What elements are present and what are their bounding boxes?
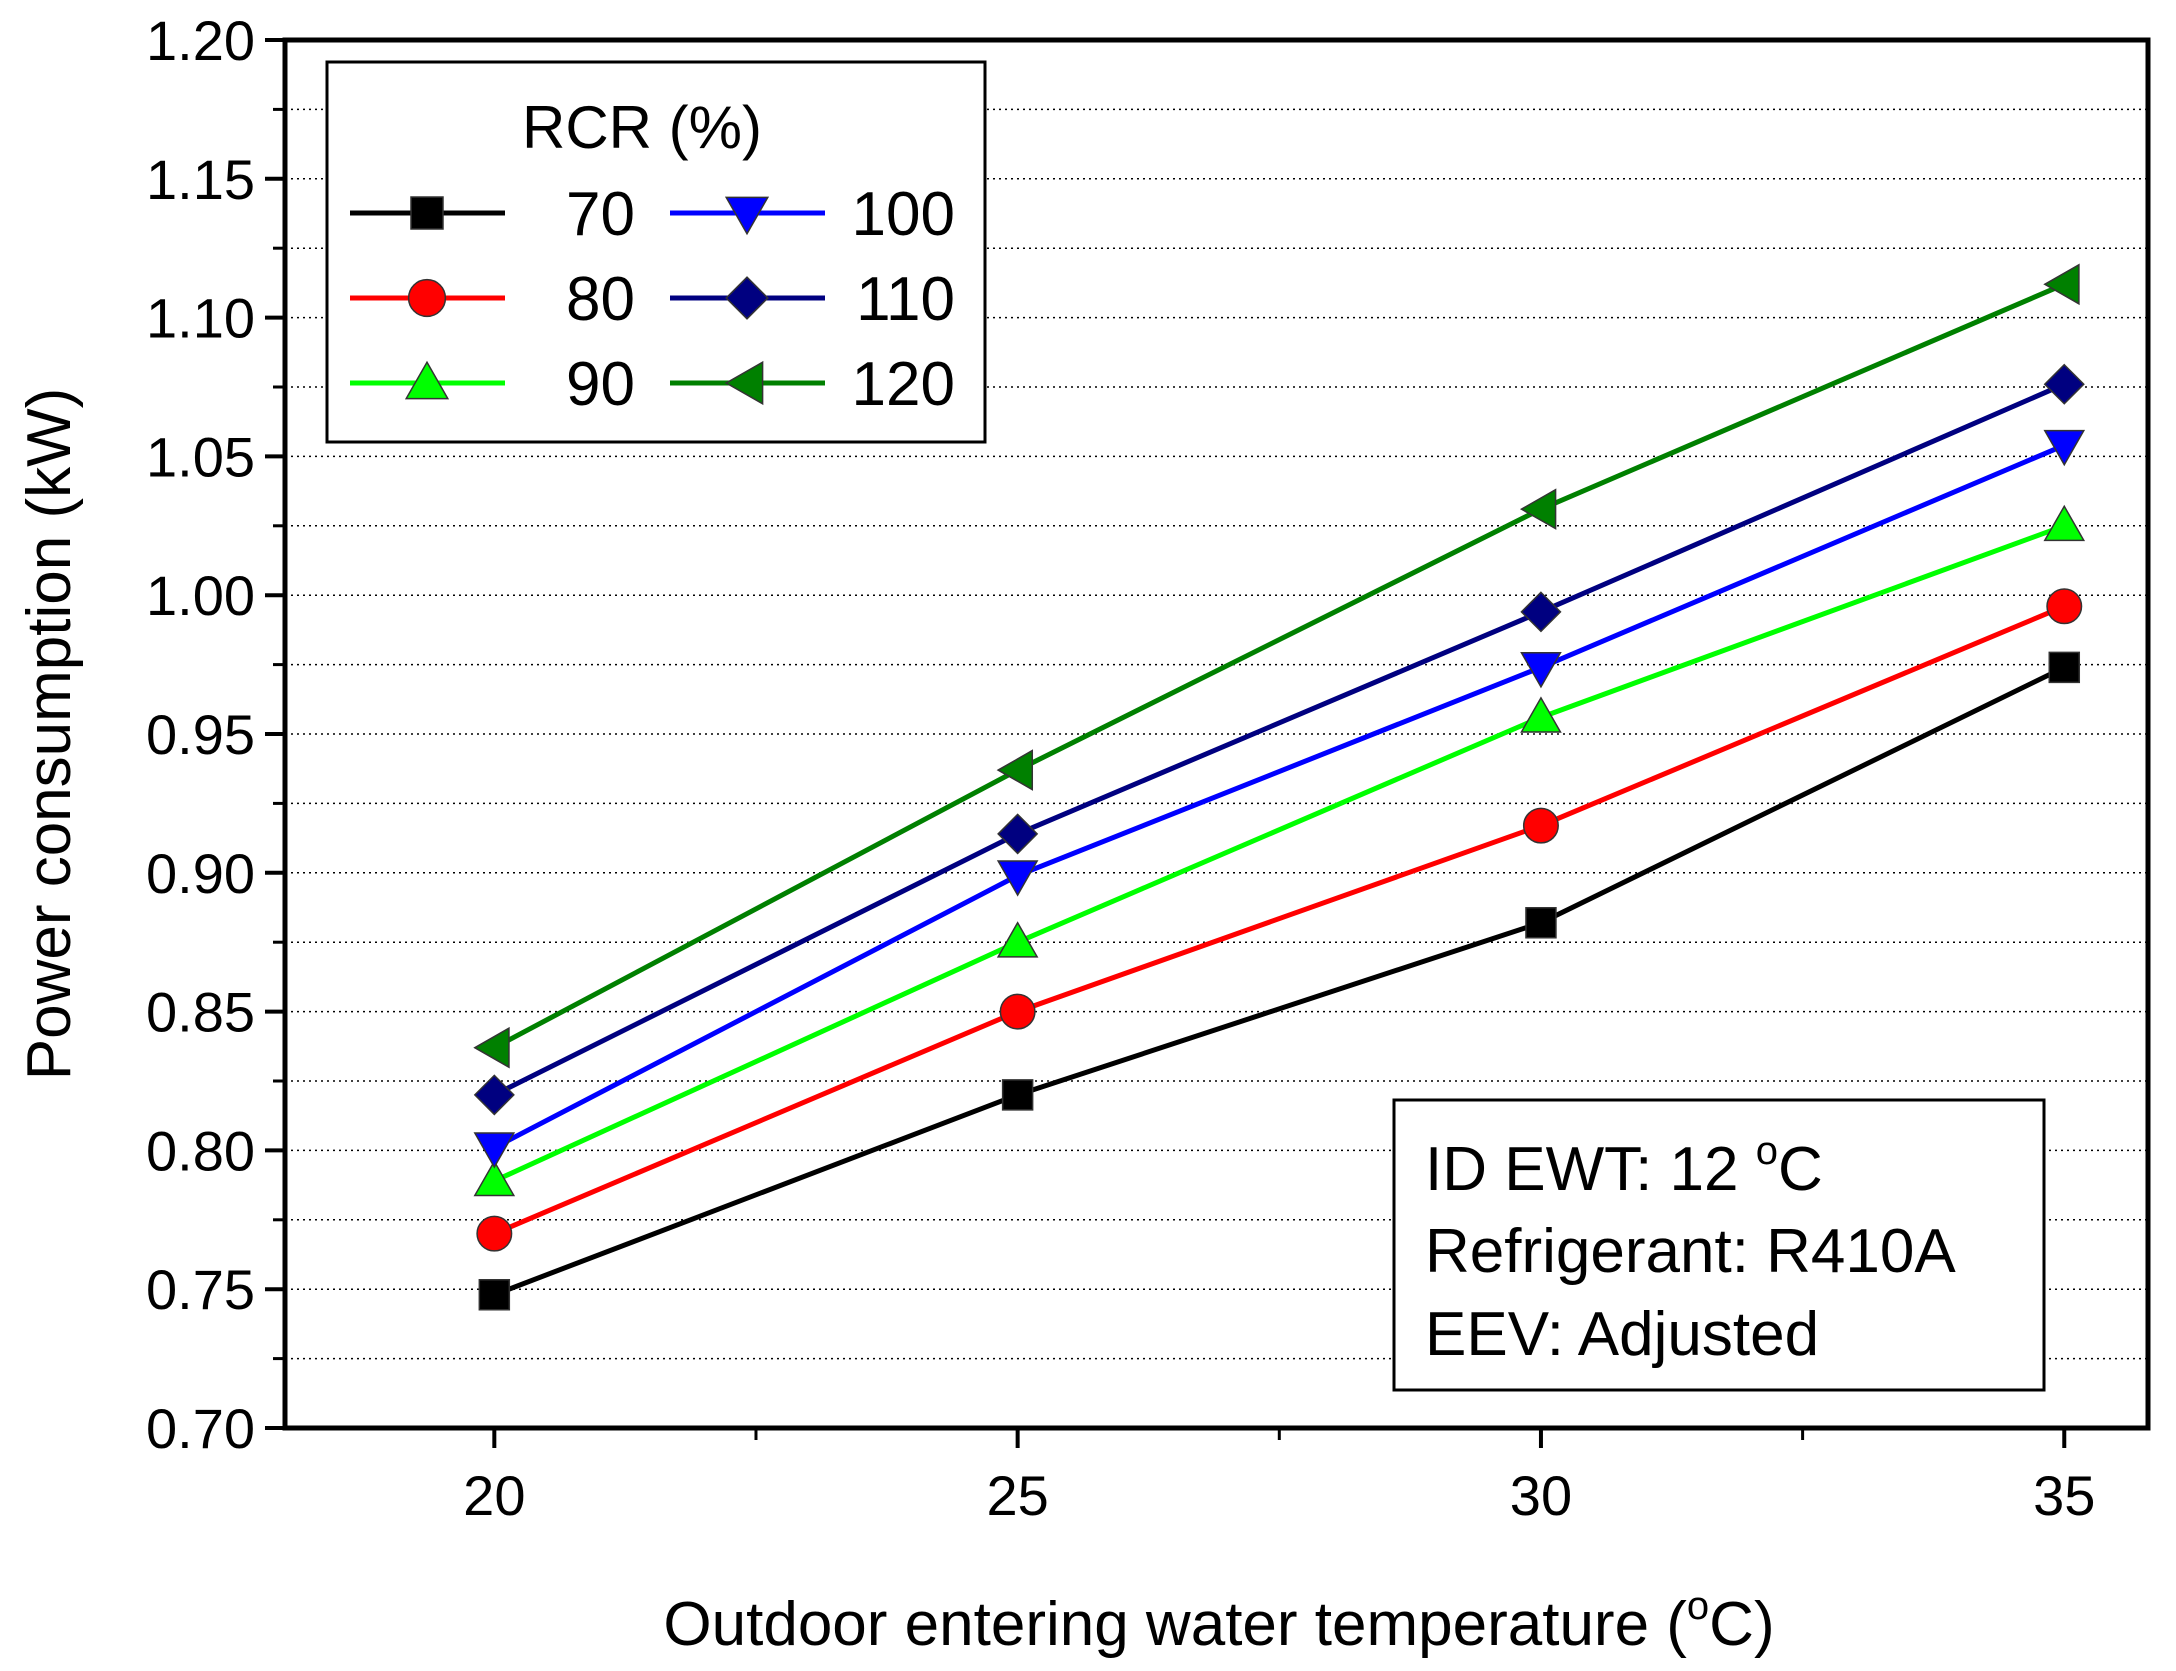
data-point-rcr-70 [1525,907,1557,939]
data-point-rcr-100 [2043,429,2086,467]
y-tick-label: 0.80 [146,1119,255,1182]
y-tick-label: 0.85 [146,981,255,1044]
annotation-ewt-unit: C [1778,1135,1823,1204]
data-point-rcr-100 [473,1132,516,1169]
legend-label-rcr-70: 70 [566,180,635,249]
series-line-rcr-80 [493,603,2066,1236]
annotation-ewt: ID EWT: 12 oC [1425,1129,1823,1204]
data-point-rcr-110 [997,813,1039,855]
legend-marker-rcr-110 [725,276,769,320]
conditions-annotation: ID EWT: 12 oC Refrigerant: R410A EEV: Ad… [1392,1098,2046,1392]
x-tick-label: 25 [986,1464,1048,1527]
data-point-rcr-80 [476,1215,513,1252]
y-tick-label: 1.00 [146,564,255,627]
series-lines [493,281,2066,1298]
x-tick-label: 20 [463,1464,525,1527]
data-point-rcr-80 [1522,807,1559,844]
data-point-rcr-120 [2043,263,2080,306]
y-tick-label: 1.20 [146,9,255,72]
data-point-rcr-70 [2048,651,2081,684]
x-axis-title: Outdoor entering water temperature (oC) [663,1584,1774,1659]
y-tick-label: 1.10 [146,287,255,350]
legend-entries: 70 80 90 100 110 120 [350,180,955,419]
annotation-ewt-degree: o [1756,1129,1778,1173]
data-point-rcr-110 [2043,363,2085,405]
annotation-ewt-prefix: ID EWT: 12 [1425,1135,1756,1204]
series-line-rcr-70 [493,665,2066,1298]
x-axis-title-main: Outdoor entering water temperature ( [663,1590,1687,1659]
data-point-rcr-120 [996,749,1034,791]
data-point-rcr-90 [1520,696,1562,733]
legend-marker-rcr-80 [407,278,447,318]
y-tick-label: 1.15 [146,148,255,211]
series-markers [473,263,2086,1311]
y-tick-label: 0.95 [146,703,255,766]
series-line-rcr-100 [493,442,2066,1150]
series-line-rcr-110 [493,381,2066,1098]
legend-label-rcr-120: 120 [852,350,955,419]
legend-marker-rcr-70 [410,196,444,230]
data-point-rcr-110 [1520,591,1562,633]
legend-marker-rcr-90 [404,360,450,400]
y-tick-label: 0.90 [146,842,255,905]
legend-marker-rcr-100 [724,196,770,236]
x-tick-label: 35 [2033,1464,2095,1527]
legend-label-rcr-90: 90 [566,350,635,419]
legend-marker-rcr-120 [724,360,764,406]
data-point-rcr-120 [1519,488,1557,530]
annotation-box [1392,1098,2046,1392]
legend: RCR (%) 70 80 90 100 110 120 [325,60,987,444]
data-point-rcr-90 [996,921,1039,958]
annotation-eev: EEV: Adjusted [1425,1300,1819,1369]
data-point-rcr-80 [999,993,1036,1030]
series-line-rcr-90 [493,523,2066,1184]
x-axis-title-degree: o [1687,1584,1709,1628]
series-line-rcr-120 [493,281,2066,1050]
y-tick-label: 1.05 [146,425,255,488]
data-point-rcr-70 [1001,1079,1034,1111]
data-point-rcr-70 [478,1279,511,1311]
y-tick-label: 0.70 [146,1397,255,1460]
data-point-rcr-90 [473,1159,516,1197]
y-tick-label: 0.75 [146,1258,255,1321]
tick-labels: 0.70 0.75 0.80 0.85 0.90 0.95 1.00 1.05 1.10 1.15… [146,9,2095,1527]
axis-ticks [265,38,2067,1448]
legend-label-rcr-100: 100 [852,180,955,249]
data-point-rcr-110 [473,1074,515,1116]
legend-label-rcr-110: 110 [856,265,955,334]
x-tick-label: 30 [1510,1464,1572,1527]
legend-label-rcr-80: 80 [566,265,635,334]
annotation-refrigerant: Refrigerant: R410A [1425,1217,1956,1286]
legend-title: RCR (%) [522,94,762,161]
data-point-rcr-80 [2046,588,2083,625]
data-point-rcr-90 [2043,504,2086,542]
x-axis-title-unit: C) [1709,1590,1774,1659]
y-axis-title: Power consumption (kW) [15,388,84,1081]
data-point-rcr-100 [1520,652,1562,689]
data-point-rcr-100 [996,860,1039,897]
data-point-rcr-120 [473,1026,510,1069]
